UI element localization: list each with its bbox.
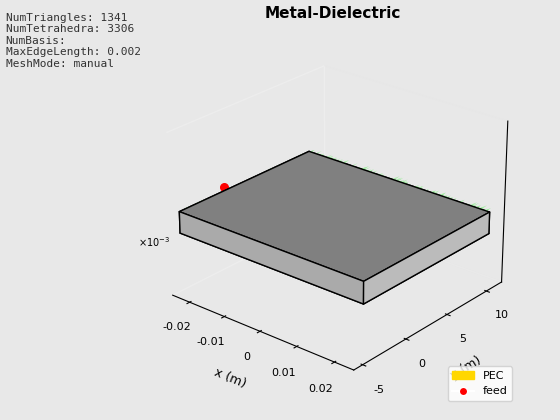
X-axis label: x (m): x (m) [212,366,248,391]
Y-axis label: y (m): y (m) [449,354,484,382]
Legend: PEC, feed: PEC, feed [447,366,512,401]
Title: Metal-Dielectric: Metal-Dielectric [265,6,402,21]
Text: NumTriangles: 1341
NumTetrahedra: 3306
NumBasis:
MaxEdgeLength: 0.002
MeshMode: : NumTriangles: 1341 NumTetrahedra: 3306 N… [6,13,141,69]
